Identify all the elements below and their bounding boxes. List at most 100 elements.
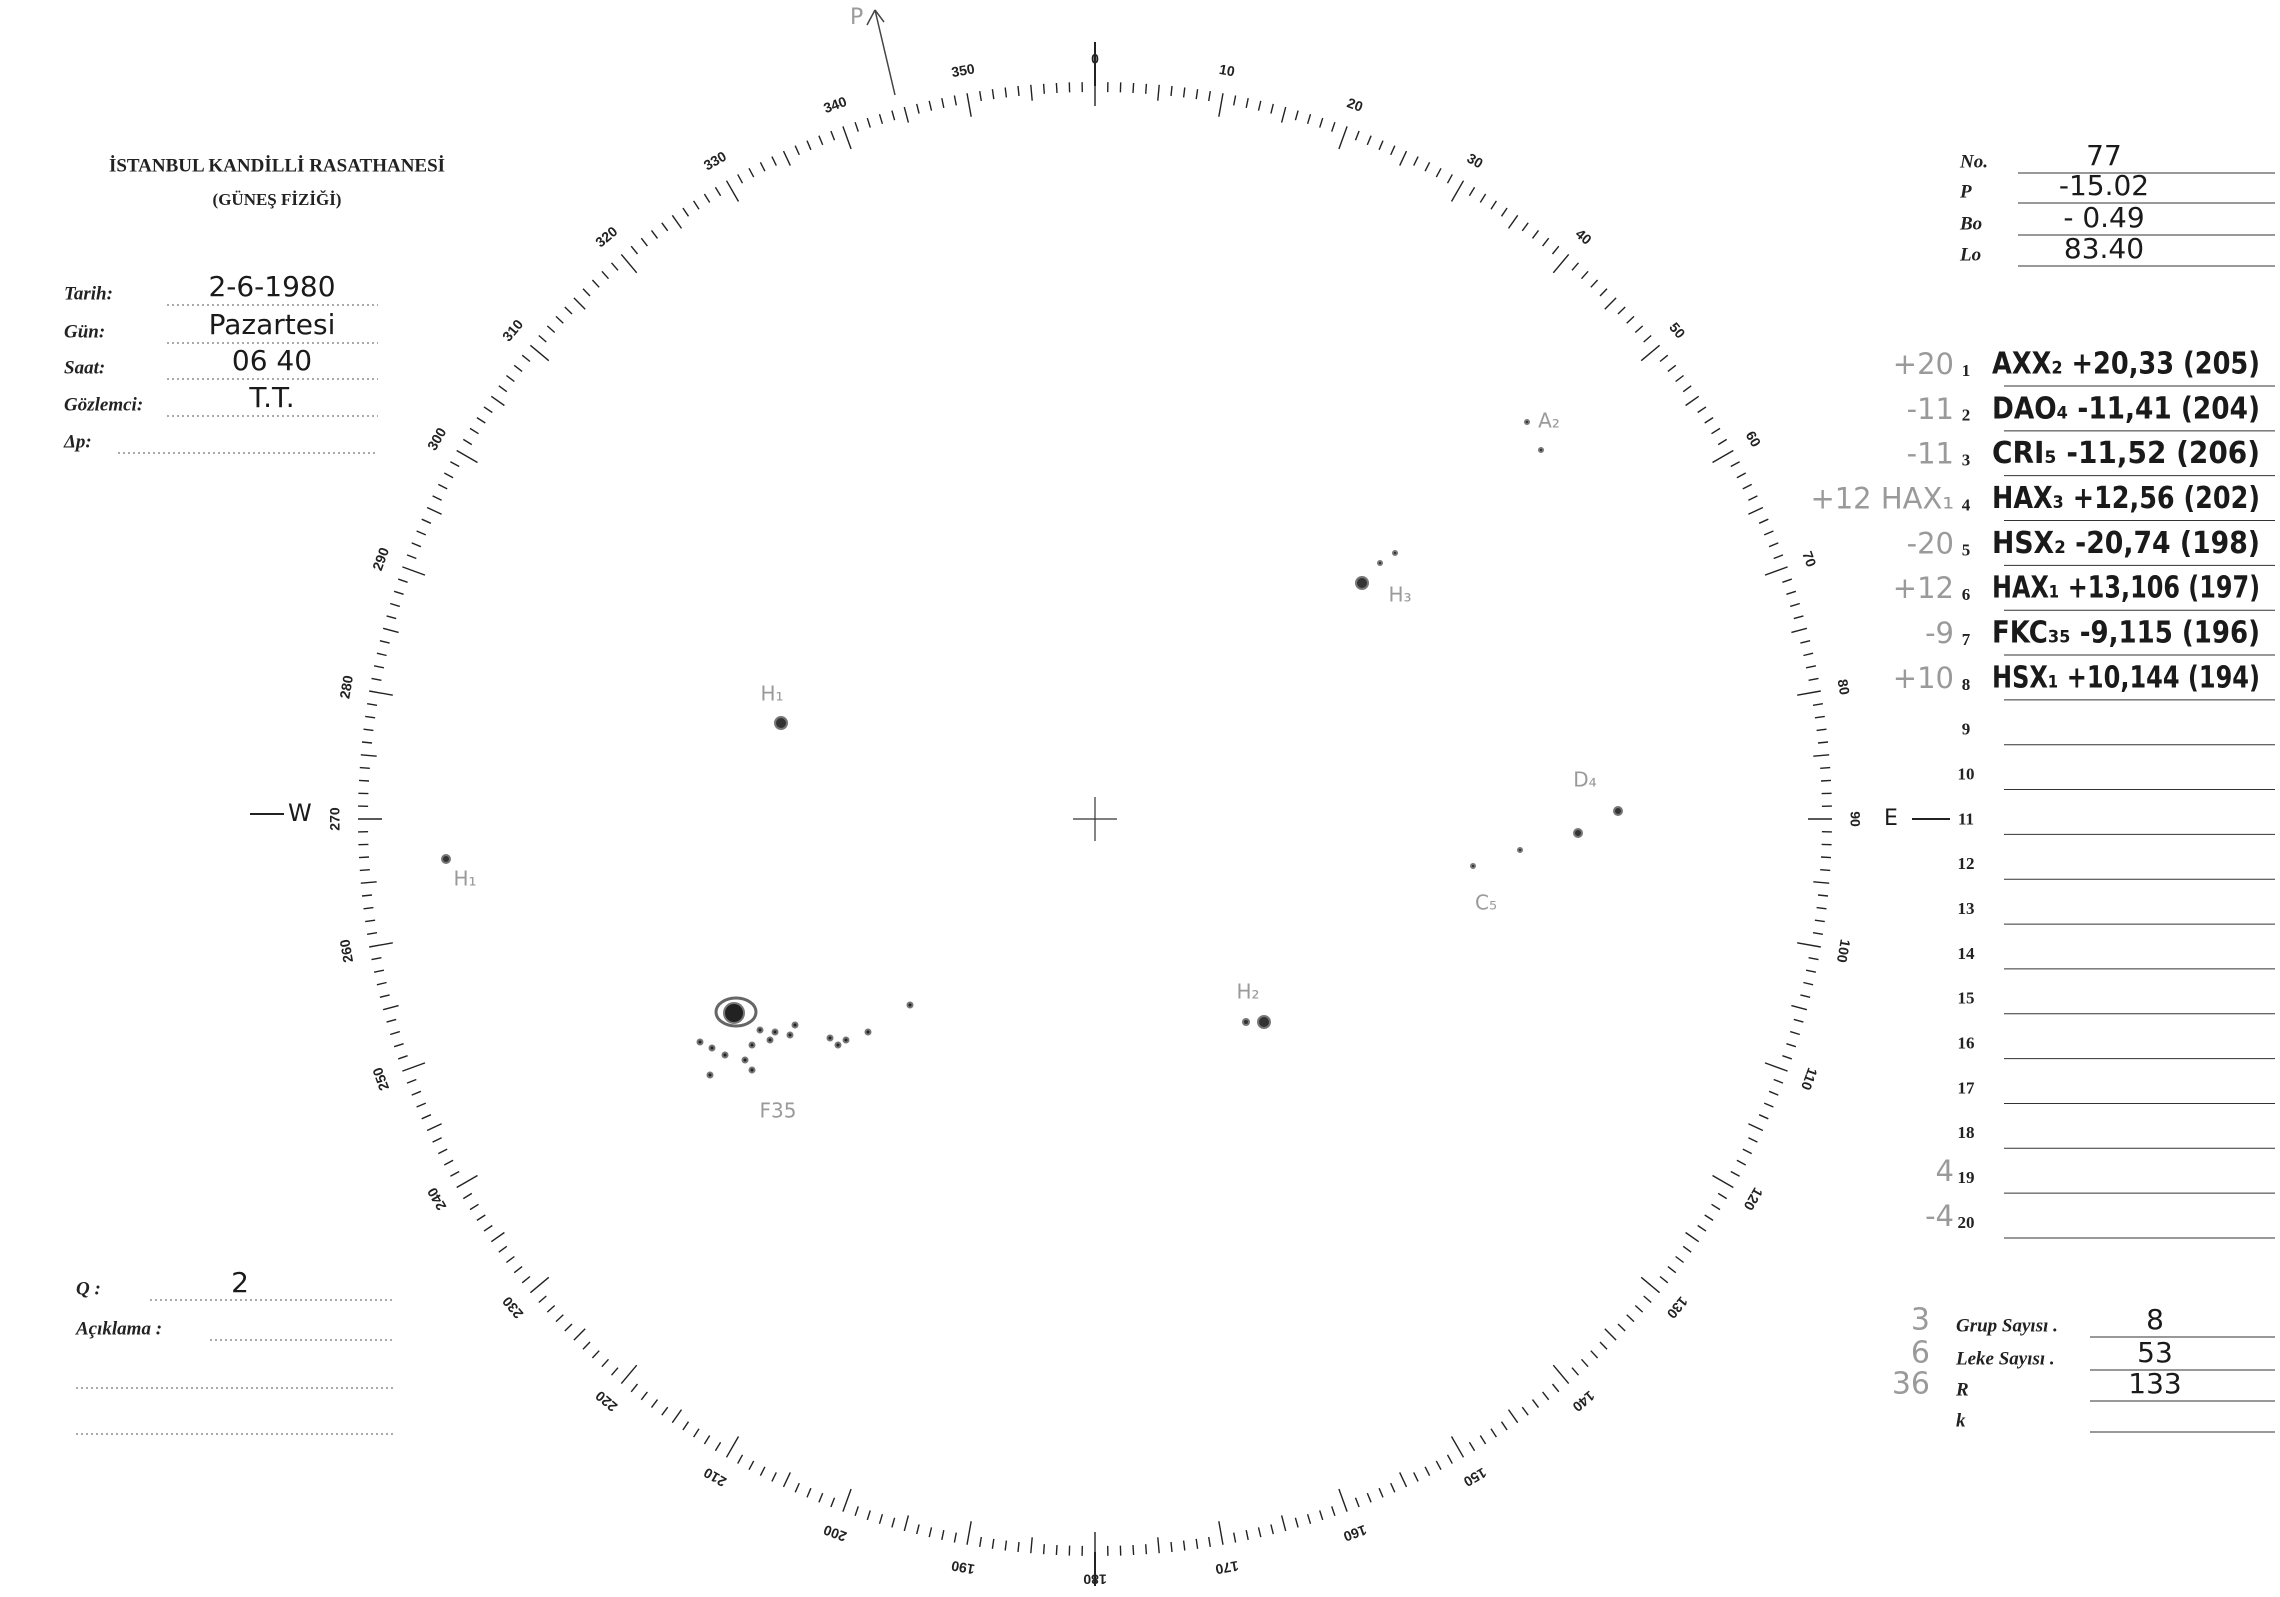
- dial-tick: [1730, 1170, 1740, 1177]
- dial-tick: [1617, 306, 1626, 315]
- dial-tick: [1820, 869, 1831, 872]
- sunspot: [786, 1031, 794, 1039]
- dial-label: 320: [592, 223, 620, 250]
- dial-tick: [1643, 334, 1652, 343]
- pencil-note: +12: [1893, 571, 1954, 605]
- remark-label: Açıklama :: [75, 1318, 162, 1339]
- dial-tick: [1748, 495, 1758, 501]
- dial-tick: [469, 1203, 479, 1211]
- dial-tick: [393, 590, 404, 595]
- spot-label: F35: [760, 1099, 797, 1123]
- sunspot: [766, 1036, 774, 1044]
- dial-tick: [1782, 578, 1793, 583]
- dial-tick: [546, 1304, 556, 1313]
- dial-tick: [1797, 690, 1821, 696]
- row-number: 6: [1962, 585, 1971, 604]
- dial-tick: [443, 1159, 454, 1166]
- dial-tick: [406, 1078, 417, 1084]
- group-entry: DAO₄ -11,41 (204): [1992, 391, 2260, 426]
- p-arrow: [866, 9, 876, 26]
- dial-tick: [671, 214, 683, 229]
- dial-tick: [389, 602, 401, 608]
- dial-tick: [782, 1472, 791, 1488]
- row-number: 12: [1958, 854, 1975, 873]
- row-number: 14: [1958, 944, 1976, 963]
- form-label: Tarih:: [64, 283, 113, 304]
- dial-tick: [1717, 438, 1728, 446]
- dial-label: 240: [424, 1185, 450, 1213]
- dial-tick: [1599, 288, 1608, 297]
- dial-tick: [806, 1487, 812, 1498]
- spot-label: H₁: [453, 867, 476, 891]
- dial-tick: [1711, 1203, 1721, 1211]
- dial-tick: [966, 1521, 972, 1545]
- sunspot: [1392, 550, 1398, 556]
- dial-label: 20: [1345, 94, 1365, 114]
- dial-tick: [1306, 1513, 1312, 1525]
- dial-tick: [818, 1492, 824, 1503]
- sunspot: [1524, 419, 1530, 425]
- dial-tick: [379, 994, 390, 998]
- dial-tick: [1208, 1536, 1211, 1548]
- pencil-note: -11: [1907, 392, 1954, 426]
- param-label: Bo: [1959, 213, 1982, 234]
- dial-tick: [1280, 106, 1287, 123]
- dial-tick: [661, 1406, 669, 1416]
- dial-tick: [1736, 472, 1747, 479]
- dial-tick: [979, 1536, 982, 1548]
- dial-tick: [842, 126, 852, 150]
- dial-tick: [443, 472, 454, 479]
- dial-tick: [1697, 1224, 1707, 1232]
- param-value: 83.40: [2064, 232, 2144, 265]
- dial-tick: [555, 315, 564, 324]
- dial-tick: [1813, 881, 1830, 884]
- dial-tick: [1659, 1275, 1669, 1284]
- dial-tick: [903, 1515, 910, 1532]
- dial-tick: [1617, 1323, 1626, 1332]
- dial-tick: [476, 417, 486, 424]
- dial-tick: [1791, 1004, 1808, 1011]
- dial-tick: [1590, 1350, 1599, 1359]
- pencil-note: -9: [1925, 616, 1954, 650]
- group-entry: CRI₅ -11,52 (206): [1992, 436, 2260, 471]
- dial-label: 300: [424, 425, 450, 453]
- dial-tick: [991, 89, 995, 100]
- dial-tick: [640, 1391, 648, 1401]
- dial-tick: [703, 1435, 711, 1445]
- dial-tick: [1812, 703, 1824, 706]
- dial-tick: [416, 530, 427, 536]
- sunspot: [1470, 863, 1476, 869]
- dial-tick: [640, 237, 648, 247]
- count-label: Grup Sayısı .: [1956, 1315, 2058, 1336]
- dial-tick: [402, 566, 426, 576]
- dial-tick: [382, 1004, 399, 1011]
- dial-tick: [1682, 1245, 1692, 1253]
- dial-label: 230: [499, 1293, 526, 1321]
- dial-tick: [703, 193, 711, 203]
- dial-tick: [1599, 1341, 1608, 1350]
- dial-tick: [359, 766, 370, 769]
- sunspot: [826, 1034, 834, 1042]
- dial-tick: [521, 354, 531, 363]
- dial-tick: [476, 1214, 486, 1221]
- dial-tick: [393, 1043, 404, 1048]
- dial-tick: [759, 1466, 766, 1477]
- pencil-note: +12 HAX₁: [1810, 482, 1954, 516]
- dial-tick: [620, 253, 638, 274]
- dial-tick: [1764, 566, 1788, 576]
- dial-tick: [1413, 1472, 1419, 1482]
- dial-tick: [1042, 83, 1045, 94]
- row-number: 9: [1962, 720, 1971, 739]
- dial-tick: [1182, 1540, 1186, 1551]
- dial-tick: [1640, 1276, 1661, 1294]
- sunspot: [1377, 560, 1383, 566]
- dial-tick: [620, 1364, 638, 1385]
- dial-tick: [1208, 90, 1211, 102]
- dial-tick: [450, 461, 460, 468]
- dial-tick: [1793, 1018, 1804, 1023]
- row-number: 2: [1962, 406, 1971, 425]
- dial-tick: [693, 200, 700, 210]
- sunspot: [864, 1028, 872, 1036]
- dial-label: 220: [592, 1388, 620, 1415]
- sunspot: [723, 1002, 745, 1024]
